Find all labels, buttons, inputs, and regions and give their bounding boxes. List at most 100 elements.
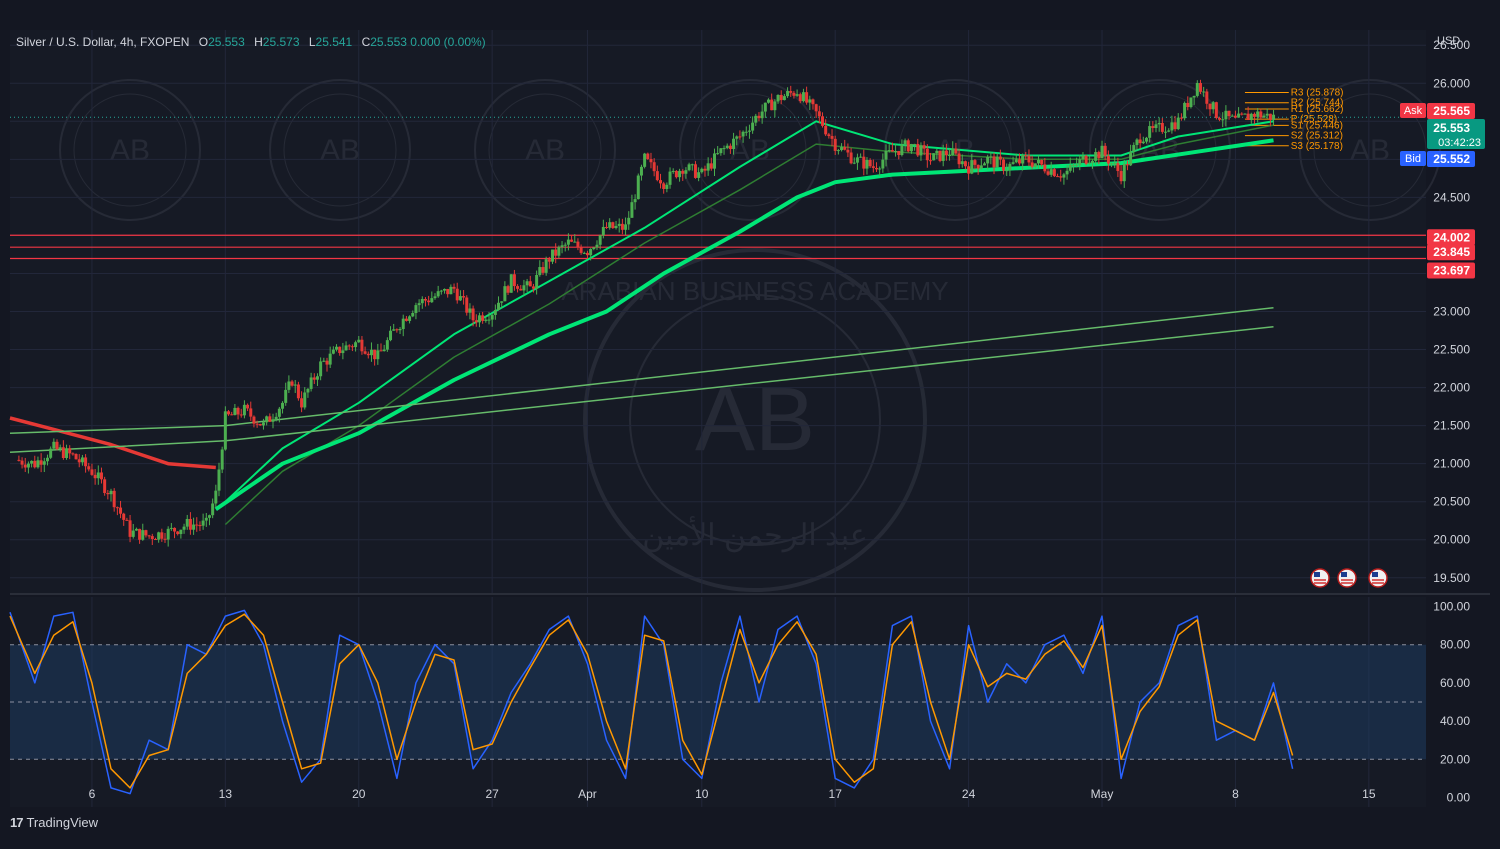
candle-body — [551, 249, 555, 262]
candle-body — [595, 244, 599, 248]
candle-body — [173, 527, 177, 532]
watermark-center-seal — [583, 248, 927, 592]
watermark-initials: AB — [525, 134, 565, 167]
pivot-label: R1 (25.662) — [1291, 104, 1344, 115]
candle-body — [998, 156, 1002, 160]
candle-body — [906, 140, 910, 152]
candle-body — [630, 202, 634, 218]
candle-body — [176, 531, 180, 535]
time-axis[interactable]: 6 13 20 27 Apr 10 17 24 May 8 15 — [89, 787, 1376, 801]
candle-body — [973, 160, 977, 165]
candle-body — [239, 414, 243, 416]
candle-body — [703, 168, 707, 171]
candle-body — [369, 349, 373, 356]
candle-body — [1160, 122, 1164, 132]
candle-body — [160, 532, 164, 539]
candle-body — [782, 96, 786, 101]
candle-body — [61, 447, 65, 459]
candle-body — [458, 296, 462, 301]
candle-body — [1211, 102, 1215, 110]
resistance-tag-bg — [1427, 244, 1475, 261]
us-flag-icon[interactable] — [1337, 568, 1357, 588]
candle-body — [493, 309, 497, 315]
candle-body — [414, 305, 418, 313]
watermark-seal — [884, 79, 1026, 221]
pivot-label: S3 (25.178) — [1291, 141, 1343, 152]
candle-body — [741, 131, 745, 137]
candle-body — [122, 513, 126, 520]
candle-body — [455, 288, 459, 301]
candle-body — [169, 527, 173, 529]
candle-body — [1192, 95, 1196, 98]
flag-circle — [1337, 568, 1357, 588]
candle-body — [211, 503, 215, 516]
candle-body — [795, 94, 799, 96]
candle-body — [757, 115, 761, 119]
us-flag-icon[interactable] — [1368, 568, 1388, 588]
candle-body — [989, 156, 993, 158]
candle-body — [687, 164, 691, 171]
event-markers[interactable] — [1310, 568, 1388, 588]
candle-body — [970, 160, 974, 174]
candle-body — [1233, 115, 1237, 118]
candle-body — [293, 384, 297, 386]
us-flag-icon[interactable] — [1310, 568, 1330, 588]
candle-body — [80, 457, 84, 463]
candle-body — [522, 285, 526, 291]
candle-body — [312, 377, 316, 380]
price-tick-label: 26.000 — [1433, 76, 1470, 90]
candles — [17, 79, 1276, 547]
bid-price: 25.552 — [1433, 152, 1470, 166]
candle-body — [894, 151, 898, 153]
watermark-seal — [269, 79, 411, 221]
ask-tag-bg — [1400, 103, 1426, 118]
candle-body — [582, 252, 586, 254]
candle-body — [541, 267, 545, 273]
candle-body — [1198, 83, 1202, 92]
candle-body — [652, 162, 656, 172]
candle-body — [770, 99, 774, 111]
stochastic-tick-label: 40.00 — [1440, 714, 1470, 728]
low-label: L — [308, 35, 316, 49]
currency-label[interactable]: USD — [1437, 35, 1461, 47]
candle-body — [1164, 131, 1168, 133]
candle-body — [303, 392, 307, 408]
candle-body — [1167, 130, 1171, 132]
candle-body — [1014, 159, 1018, 163]
candle-body — [1103, 145, 1107, 156]
candle-body — [103, 479, 107, 494]
candle-body — [220, 449, 224, 470]
candle-body — [392, 329, 396, 331]
candle-body — [773, 101, 777, 111]
candle-body — [681, 170, 685, 174]
candle-body — [840, 147, 844, 151]
candle-body — [134, 528, 138, 531]
tradingview-brand[interactable]: 17 TradingView — [10, 815, 98, 830]
candle-body — [503, 286, 507, 302]
candle-body — [897, 151, 901, 156]
symbol-legend[interactable]: Silver / U.S. Dollar, 4h, FXOPEN O25.553… — [16, 35, 486, 49]
candle-body — [852, 162, 856, 164]
candle-body — [1005, 170, 1009, 172]
watermark-seal — [679, 79, 821, 221]
candle-body — [1110, 163, 1114, 165]
candle-body — [87, 466, 91, 470]
candle-body — [404, 318, 408, 321]
candle-body — [557, 247, 561, 256]
candle-body — [960, 161, 964, 165]
candle-body — [214, 490, 218, 504]
candle-body — [373, 349, 377, 360]
candle-body — [887, 150, 891, 152]
candle-body — [106, 493, 110, 495]
candle-body — [360, 339, 364, 352]
candle-body — [138, 528, 142, 540]
candle-body — [90, 469, 94, 475]
candle-body — [1259, 111, 1263, 118]
candle-body — [1027, 155, 1031, 163]
candle-body — [1189, 97, 1193, 108]
candle-body — [497, 302, 501, 310]
candle-body — [198, 525, 202, 527]
candle-body — [300, 398, 304, 408]
candle-body — [115, 507, 119, 509]
